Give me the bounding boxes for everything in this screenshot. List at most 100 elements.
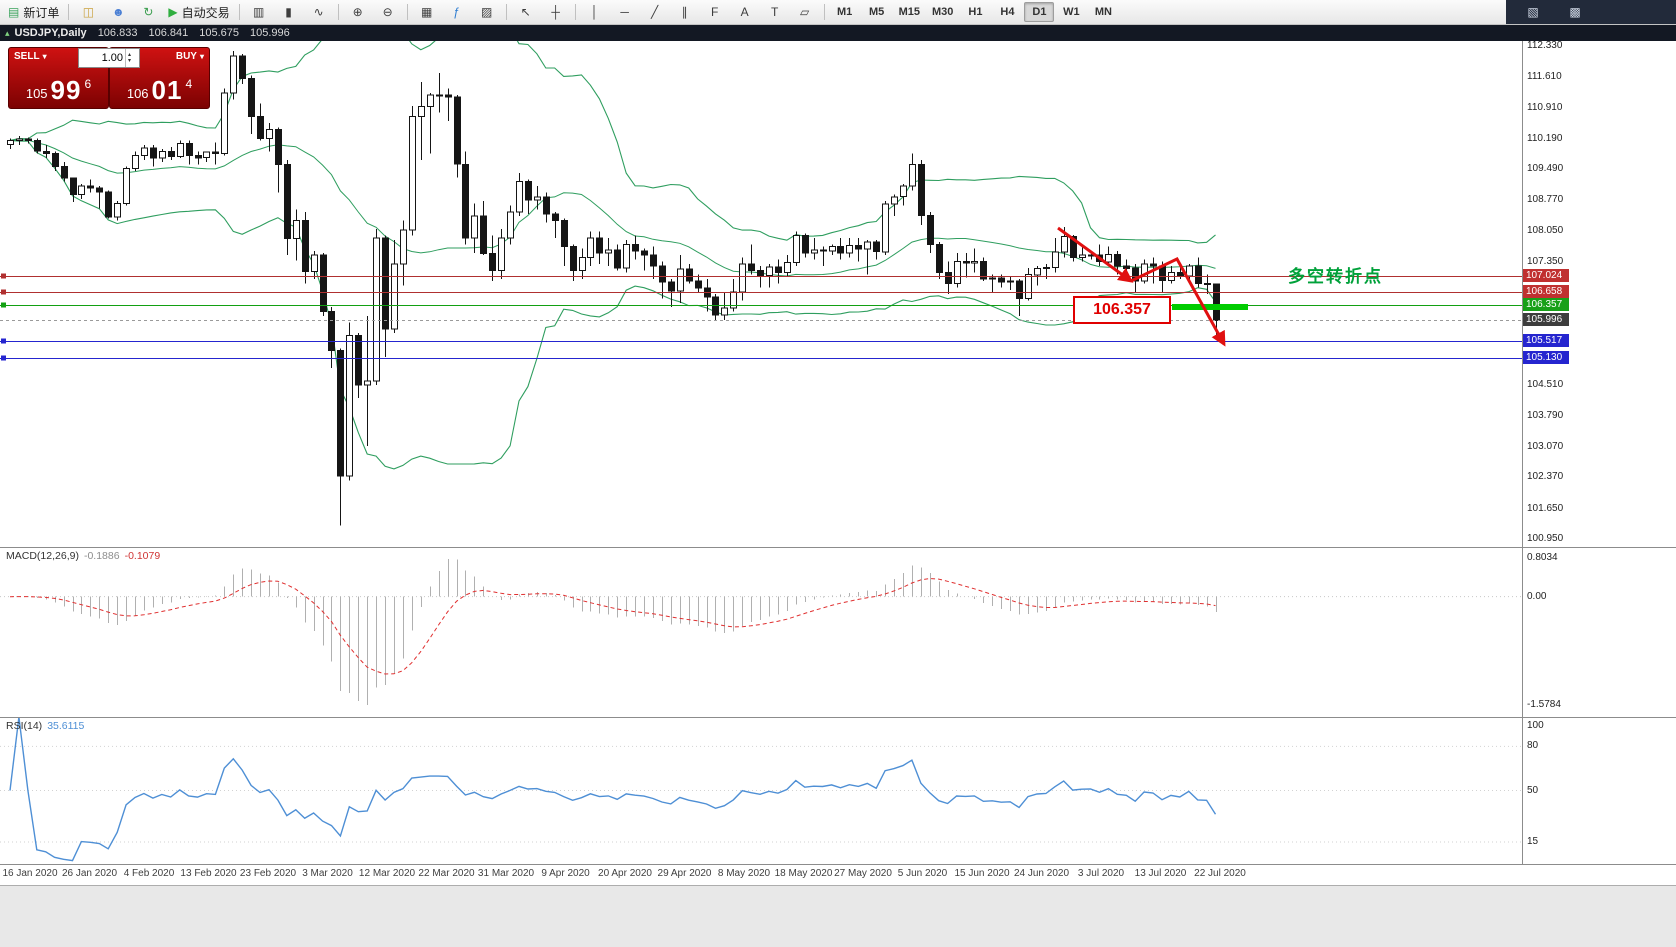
timeframe-m5[interactable]: M5 [868, 6, 885, 18]
date-axis-label: 23 Feb 2020 [239, 868, 297, 879]
price-tag: 106.658 [1523, 284, 1569, 298]
date-axis-label: 5 Jun 2020 [897, 868, 948, 879]
chart-window-icon-glyph: ◫ [82, 5, 95, 19]
date-axis-label: 26 Jan 2020 [61, 868, 118, 879]
horizontal-level-lines [0, 273, 1522, 361]
buy-price-big: 01 [151, 75, 183, 105]
tile-windows-icon-glyph: ▦ [420, 5, 433, 19]
timeframe-d1[interactable]: D1 [1024, 2, 1055, 22]
ohlc-close: 105.996 [249, 27, 290, 39]
trendline-icon-glyph: ╱ [650, 5, 659, 19]
symbol-title: USDJPY,Daily [14, 27, 87, 39]
zoom-out-icon[interactable]: ⊖ [374, 1, 402, 23]
indicators-icon[interactable]: ƒ [443, 1, 471, 23]
channel-icon-glyph: ∥ [681, 5, 688, 19]
buy-dropdown-caret-icon[interactable]: ▾ [199, 52, 204, 61]
indicators-icon-glyph: ƒ [453, 5, 460, 19]
bar-chart-type-icon[interactable]: ▥ [245, 1, 273, 23]
turning-point-note[interactable]: 多空转折点 [1288, 267, 1383, 286]
toolbar-right-icon-1[interactable]: ▧ [1527, 5, 1539, 19]
toolbar-separator [505, 4, 507, 20]
fibonacci-icon[interactable]: F [701, 1, 729, 23]
price-tag: 105.996 [1523, 313, 1569, 327]
toolbar-buttons: ▤ 新订单 ◫ ☻ ↻ ▶ 自动交易 ▥ ▮ ∿ ⊕ ⊖ ▦ ƒ ▨ ↖ ┼ │ ─ ╱ ∥ F A T ▱ M1 M5 M15 M30… [3, 1, 1119, 23]
price-level-text-object[interactable]: 106.357 [1073, 296, 1171, 324]
date-axis-label: 18 May 2020 [774, 868, 833, 879]
toolbar-separator [238, 4, 240, 20]
zoom-in-icon[interactable]: ⊕ [344, 1, 372, 23]
main-chart-canvas[interactable] [0, 41, 1522, 547]
price-axis-label: 104.510 [1527, 378, 1564, 390]
timeframe-m15[interactable]: M15 [898, 6, 921, 18]
templates-icon[interactable]: ▨ [473, 1, 501, 23]
timeframe-m30[interactable]: M30 [932, 6, 954, 18]
history-center-icon-glyph: ↻ [143, 5, 154, 19]
vertical-line-icon[interactable]: │ [581, 1, 609, 23]
ohlc-low: 105.675 [199, 27, 239, 39]
window-footer [0, 885, 1676, 947]
price-tag: 106.357 [1523, 297, 1569, 311]
toolbar-right-icon-2[interactable]: ▩ [1569, 5, 1581, 19]
price-axis-label: 108.050 [1527, 225, 1564, 237]
price-axis-label: 110.910 [1527, 101, 1563, 113]
buy-price: 106 01 4 [110, 75, 209, 105]
rsi-axis-label: 50 [1527, 784, 1539, 796]
new-order-button[interactable]: ▤ 新订单 [4, 1, 63, 23]
date-axis-label: 16 Jan 2020 [2, 868, 58, 879]
history-center-icon[interactable]: ↻ [134, 1, 162, 23]
auto-trading-button-label: 自动交易 [181, 5, 230, 20]
chart-titlebar: ▴ USDJPY,Daily 106.833 106.841 105.675 1… [0, 25, 1676, 41]
chart-window-triangle-icon: ▴ [5, 27, 10, 38]
rsi-name: RSI(14) [6, 720, 43, 732]
price-tag: 107.024 [1523, 268, 1569, 282]
line-chart-type-icon[interactable]: ∿ [305, 1, 333, 23]
crosshair-icon[interactable]: ┼ [542, 1, 570, 23]
volume-input[interactable] [79, 49, 125, 67]
timeframe-m1[interactable]: M1 [836, 6, 853, 18]
timeframe-h4[interactable]: H4 [1000, 6, 1015, 18]
macd-pane-divider[interactable] [0, 547, 1676, 548]
volume-spin-up-icon[interactable]: ▴ [128, 52, 132, 58]
one-click-trading-widget: SELL ▾ 105 99 6 BUY ▾ 106 01 4 [8, 47, 210, 109]
date-axis-label: 12 Mar 2020 [358, 868, 416, 879]
ohlc-open: 106.833 [97, 27, 138, 39]
rsi-axis-label: 15 [1527, 835, 1539, 847]
sell-price-small: 105 [25, 86, 48, 101]
timeframe-h1[interactable]: H1 [968, 6, 983, 18]
toolbar-right-panel: ▧ ▩ [1506, 0, 1676, 24]
toolbar-separator [406, 4, 408, 20]
volume-spin-down-icon[interactable]: ▾ [128, 58, 132, 64]
sell-price-big: 99 [50, 75, 82, 105]
timeframe-mn[interactable]: MN [1094, 6, 1112, 18]
channel-icon[interactable]: ∥ [671, 1, 699, 23]
text-label-icon[interactable]: T [761, 1, 789, 23]
rsi-line [9, 717, 1217, 862]
price-axis-label: 109.490 [1527, 163, 1564, 175]
rsi-canvas[interactable] [0, 717, 1522, 864]
ohlc-high: 106.841 [148, 27, 189, 39]
fibonacci-icon-glyph: F [710, 5, 719, 19]
shapes-icon-glyph: ▱ [799, 5, 810, 19]
vertical-line-icon-glyph: │ [590, 5, 599, 19]
price-axis-label: 112.330 [1527, 40, 1563, 51]
sell-dropdown-caret-icon[interactable]: ▾ [42, 52, 47, 61]
shapes-icon[interactable]: ▱ [791, 1, 819, 23]
auto-trading-button[interactable]: ▶ 自动交易 [164, 1, 233, 23]
sell-button-label: SELL [14, 51, 40, 62]
rsi-pane-divider[interactable] [0, 717, 1676, 718]
trend-arrow-2 [1130, 257, 1226, 347]
text-icon[interactable]: A [731, 1, 759, 23]
cursor-icon[interactable]: ↖ [512, 1, 540, 23]
candlestick-type-icon[interactable]: ▮ [275, 1, 303, 23]
price-axis-label: 102.370 [1527, 471, 1564, 483]
timeframe-w1[interactable]: W1 [1063, 6, 1080, 18]
crosshair-icon-glyph: ┼ [551, 5, 560, 19]
date-axis-label: 22 Jul 2020 [1194, 868, 1246, 879]
date-axis-label: 4 Feb 2020 [123, 868, 175, 879]
macd-canvas[interactable] [0, 547, 1522, 717]
tile-windows-icon[interactable]: ▦ [413, 1, 441, 23]
trendline-icon[interactable]: ╱ [641, 1, 669, 23]
horizontal-line-icon[interactable]: ─ [611, 1, 639, 23]
profile-icon[interactable]: ☻ [104, 1, 132, 23]
chart-window-icon[interactable]: ◫ [74, 1, 102, 23]
